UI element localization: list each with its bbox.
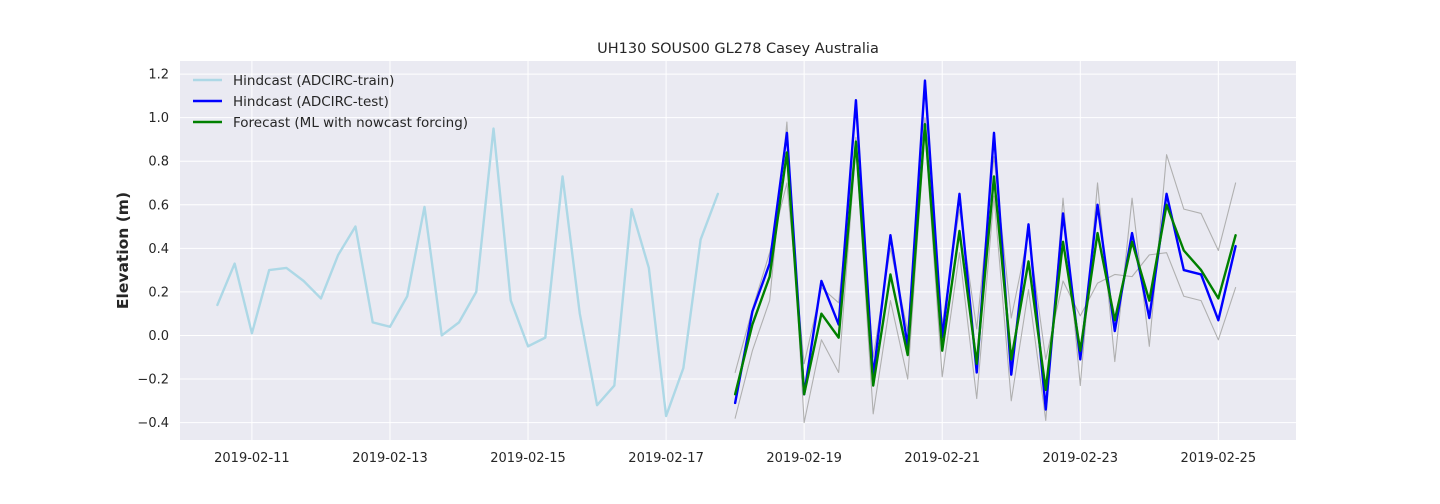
y-tick-label: 1.2 xyxy=(148,68,169,83)
x-tick-label: 2019-02-23 xyxy=(1042,451,1118,466)
y-tick-label: 0.6 xyxy=(148,198,169,213)
plot-background xyxy=(180,61,1296,440)
uncertainty-bound-line xyxy=(734,121,1237,424)
series-layer xyxy=(216,79,1237,424)
y-tick-labels: −0.4 −0.2 0.0 0.2 0.4 0.6 0.8 1.0 1.2 xyxy=(137,68,169,432)
x-tick-labels: 2019-02-11 2019-02-13 2019-02-15 2019-02-17… xyxy=(214,451,1256,466)
legend-label: Forecast (ML with nowcast forcing) xyxy=(233,115,468,131)
y-tick-label: 1.0 xyxy=(148,111,169,126)
x-tick-label: 2019-02-11 xyxy=(214,451,290,466)
x-tick-label: 2019-02-17 xyxy=(628,451,704,466)
legend: Hindcast (ADCIRC-train) Hindcast (ADCIRC-… xyxy=(193,73,468,131)
chart-title: UH130 SOUS00 GL278 Casey Australia xyxy=(597,41,879,57)
x-tick-label: 2019-02-21 xyxy=(904,451,980,466)
y-axis-label: Elevation (m) xyxy=(114,192,132,309)
series-line-1 xyxy=(733,79,1237,411)
x-tick-label: 2019-02-15 xyxy=(490,451,566,466)
y-tick-label: 0.2 xyxy=(148,285,169,300)
y-tick-label: 0.4 xyxy=(148,242,169,257)
y-tick-label: 0.8 xyxy=(148,155,169,170)
y-tick-label: 0.0 xyxy=(148,329,169,344)
legend-label: Hindcast (ADCIRC-train) xyxy=(233,73,394,89)
x-tick-label: 2019-02-25 xyxy=(1181,451,1257,466)
y-tick-label: −0.2 xyxy=(137,373,169,388)
series-line-0 xyxy=(216,127,720,418)
legend-label: Hindcast (ADCIRC-test) xyxy=(233,94,389,110)
y-tick-label: −0.4 xyxy=(137,416,169,431)
x-tick-label: 2019-02-13 xyxy=(352,451,428,466)
series-line-2 xyxy=(733,122,1237,396)
x-tick-label: 2019-02-19 xyxy=(766,451,842,466)
